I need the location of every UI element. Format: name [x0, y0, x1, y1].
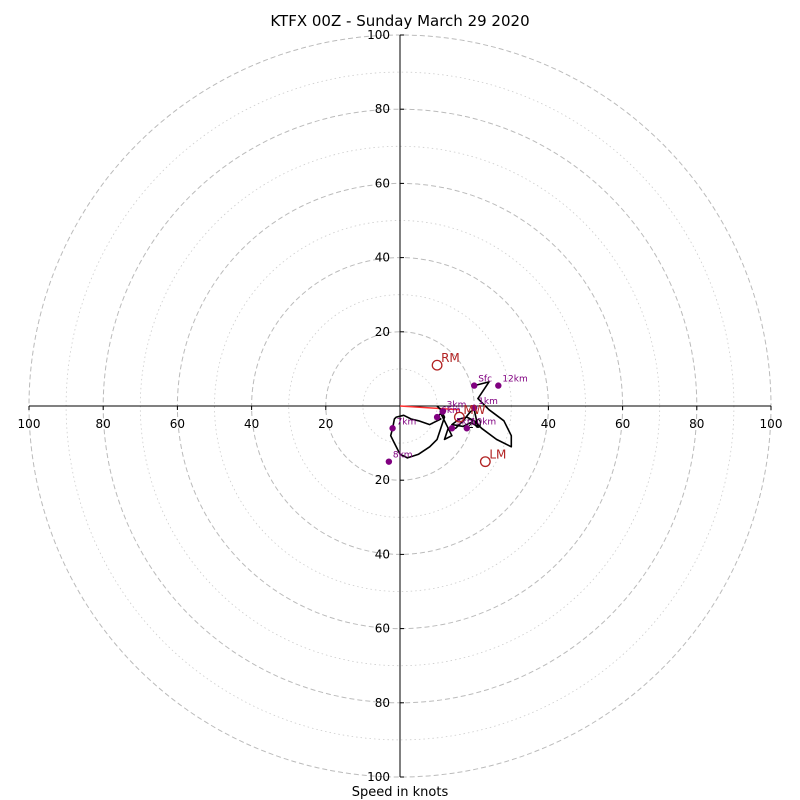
storm-motion-markers: RM LM MW [431, 351, 506, 468]
height-dot [495, 382, 502, 389]
y-tick-label: 60 [375, 176, 390, 190]
x-axis-label: Speed in knots [352, 785, 449, 800]
height-label: 12km [502, 375, 527, 385]
y-tick-label: 40 [375, 251, 390, 265]
height-dot [433, 413, 441, 421]
height-label: 5km [456, 417, 476, 427]
shear-vector [399, 405, 460, 411]
x-tick-label: 60 [170, 417, 185, 431]
wind-trace-line [389, 381, 513, 459]
x-tick-label: 100 [18, 417, 41, 431]
chart-title: KTFX 00Z - Sunday March 29 2020 [270, 12, 529, 30]
height-label: 8km [393, 451, 413, 461]
storm-motion-circle [431, 359, 443, 371]
height-label: 3km [447, 401, 467, 411]
x-tick-label: 40 [541, 417, 556, 431]
storm-motion-circle [479, 456, 491, 468]
y-tick-label: 80 [375, 696, 390, 710]
y-tick-label: 20 [375, 325, 390, 339]
x-tick-label: 100 [760, 417, 783, 431]
storm-motion-circle [453, 411, 465, 423]
height-label: 7km [397, 417, 417, 427]
x-tick-label: 80 [689, 417, 704, 431]
x-tick-label: 40 [244, 417, 259, 431]
y-tick-label: 40 [375, 547, 390, 561]
height-dot [385, 458, 393, 465]
height-dot [471, 382, 478, 389]
y-tick-label: 100 [367, 770, 390, 784]
x-tick-label: 60 [615, 417, 630, 431]
height-dot [471, 404, 478, 412]
storm-motion-label: LM [489, 448, 506, 462]
hodograph-trace [389, 381, 513, 459]
height-dot [463, 425, 470, 432]
storm-motion-label: MW [463, 403, 485, 417]
height-dot [439, 408, 446, 415]
y-tick-label: 80 [375, 102, 390, 116]
height-label: 1km [478, 397, 498, 407]
height-label: Sfc [478, 375, 492, 385]
y-tick-label: 100 [367, 28, 390, 42]
storm-motion-label: RM [441, 351, 460, 365]
y-tick-label: 20 [375, 473, 390, 487]
height-label: 6km [441, 406, 461, 416]
height-dot [448, 425, 456, 432]
height-label: 10km [471, 417, 496, 427]
y-tick-label: 60 [375, 622, 390, 636]
height-dot [389, 425, 396, 432]
x-tick-label: 80 [96, 417, 111, 431]
x-tick-label: 20 [318, 417, 333, 431]
